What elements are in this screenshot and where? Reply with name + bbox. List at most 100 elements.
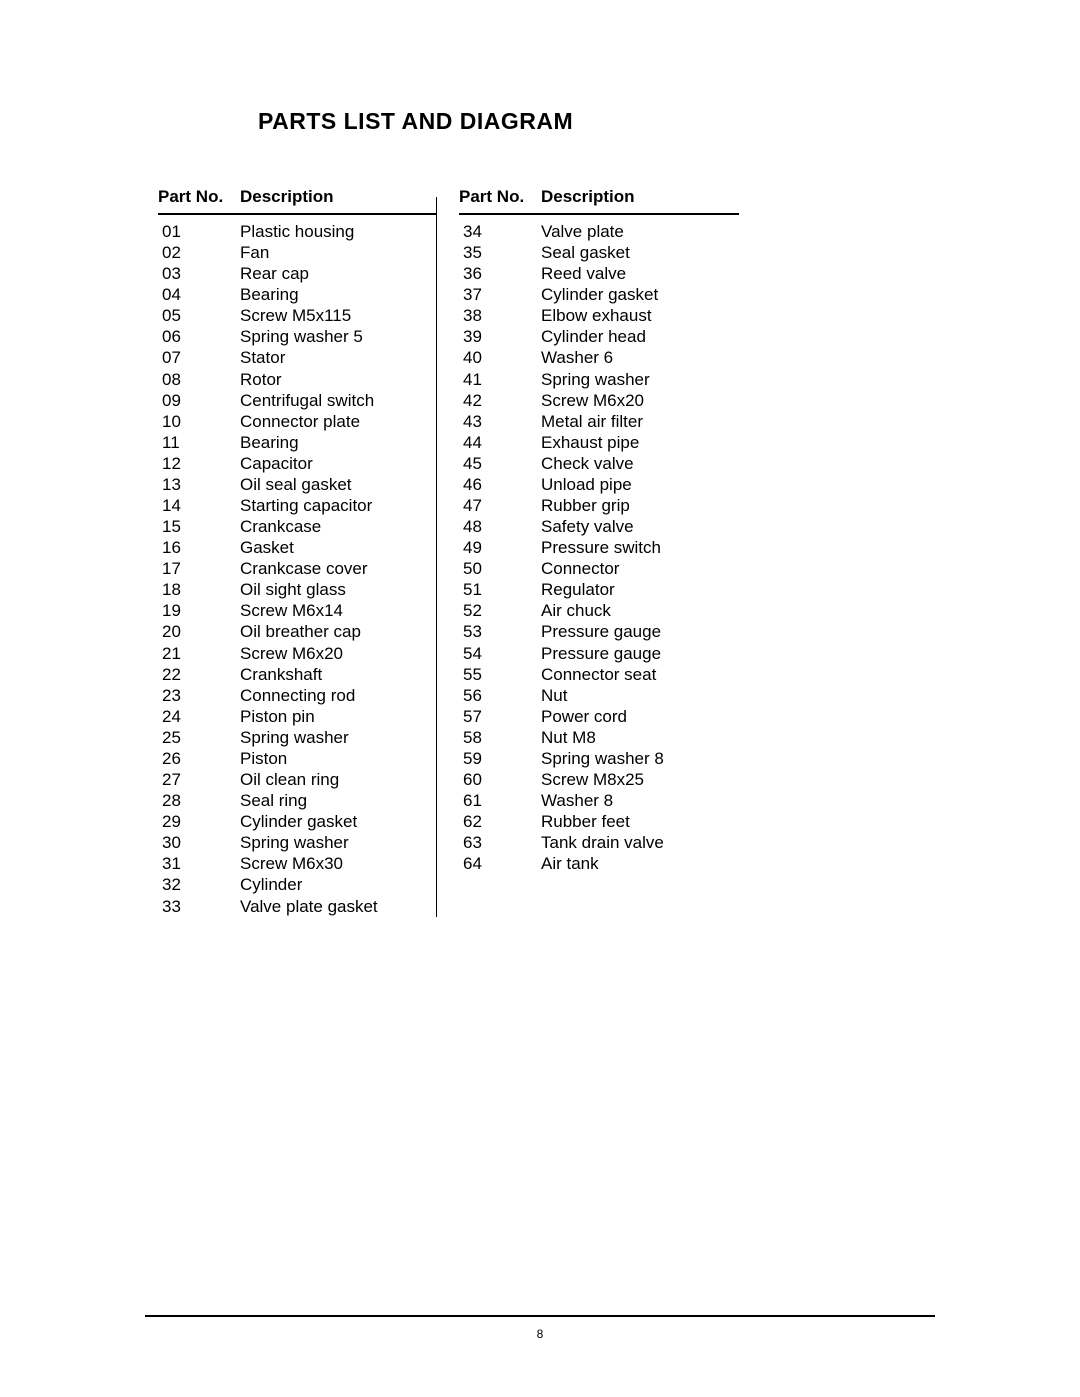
part-description: Connector bbox=[541, 558, 739, 579]
part-description: Spring washer bbox=[240, 832, 436, 853]
part-number: 44 bbox=[459, 432, 541, 453]
part-number: 07 bbox=[158, 347, 240, 368]
part-description: Gasket bbox=[240, 537, 436, 558]
table-row: 35Seal gasket bbox=[459, 242, 739, 263]
table-row: 17Crankcase cover bbox=[158, 558, 436, 579]
table-row: 32Cylinder bbox=[158, 874, 436, 895]
part-number: 01 bbox=[158, 221, 240, 242]
part-description: Spring washer 8 bbox=[541, 748, 739, 769]
part-number: 40 bbox=[459, 347, 541, 368]
part-number: 43 bbox=[459, 411, 541, 432]
table-row: 24Piston pin bbox=[158, 706, 436, 727]
table-row: 14Starting capacitor bbox=[158, 495, 436, 516]
part-number: 47 bbox=[459, 495, 541, 516]
part-number: 45 bbox=[459, 453, 541, 474]
part-description: Tank drain valve bbox=[541, 832, 739, 853]
part-number: 41 bbox=[459, 369, 541, 390]
table-row: 06Spring washer 5 bbox=[158, 326, 436, 347]
part-description: Crankshaft bbox=[240, 664, 436, 685]
part-description: Air tank bbox=[541, 853, 739, 874]
part-description: Centrifugal switch bbox=[240, 390, 436, 411]
part-number: 21 bbox=[158, 643, 240, 664]
table-row: 27Oil clean ring bbox=[158, 769, 436, 790]
part-number: 62 bbox=[459, 811, 541, 832]
part-description: Capacitor bbox=[240, 453, 436, 474]
part-description: Oil clean ring bbox=[240, 769, 436, 790]
table-row: 02Fan bbox=[158, 242, 436, 263]
part-number: 12 bbox=[158, 453, 240, 474]
part-number: 03 bbox=[158, 263, 240, 284]
part-number: 42 bbox=[459, 390, 541, 411]
part-description: Washer 8 bbox=[541, 790, 739, 811]
part-number: 59 bbox=[459, 748, 541, 769]
part-number: 51 bbox=[459, 579, 541, 600]
table-row: 09Centrifugal switch bbox=[158, 390, 436, 411]
part-description: Seal ring bbox=[240, 790, 436, 811]
part-number: 53 bbox=[459, 621, 541, 642]
table-row: 19Screw M6x14 bbox=[158, 600, 436, 621]
part-description: Oil breather cap bbox=[240, 621, 436, 642]
part-number: 13 bbox=[158, 474, 240, 495]
part-description: Oil sight glass bbox=[240, 579, 436, 600]
part-number: 05 bbox=[158, 305, 240, 326]
table-row: 63Tank drain valve bbox=[459, 832, 739, 853]
part-description: Unload pipe bbox=[541, 474, 739, 495]
table-row: 41Spring washer bbox=[459, 369, 739, 390]
table-row: 15Crankcase bbox=[158, 516, 436, 537]
part-number: 48 bbox=[459, 516, 541, 537]
part-number: 33 bbox=[158, 896, 240, 917]
header-partno-left: Part No. bbox=[158, 187, 240, 207]
part-number: 25 bbox=[158, 727, 240, 748]
table-row: 30Spring washer bbox=[158, 832, 436, 853]
part-number: 15 bbox=[158, 516, 240, 537]
table-row: 48Safety valve bbox=[459, 516, 739, 537]
table-row: 55Connector seat bbox=[459, 664, 739, 685]
tables-container: Part No. Description 01Plastic housing02… bbox=[158, 187, 935, 917]
part-description: Screw M5x115 bbox=[240, 305, 436, 326]
part-number: 29 bbox=[158, 811, 240, 832]
part-number: 08 bbox=[158, 369, 240, 390]
part-number: 58 bbox=[459, 727, 541, 748]
part-number: 04 bbox=[158, 284, 240, 305]
table-row: 03Rear cap bbox=[158, 263, 436, 284]
part-number: 31 bbox=[158, 853, 240, 874]
part-description: Pressure gauge bbox=[541, 621, 739, 642]
part-number: 61 bbox=[459, 790, 541, 811]
table-header-left: Part No. Description bbox=[158, 187, 436, 215]
table-body-right: 34Valve plate35Seal gasket36Reed valve37… bbox=[459, 221, 739, 874]
table-row: 40Washer 6 bbox=[459, 347, 739, 368]
part-description: Elbow exhaust bbox=[541, 305, 739, 326]
part-description: Bearing bbox=[240, 432, 436, 453]
part-description: Nut bbox=[541, 685, 739, 706]
table-row: 54Pressure gauge bbox=[459, 643, 739, 664]
part-description: Pressure gauge bbox=[541, 643, 739, 664]
part-description: Starting capacitor bbox=[240, 495, 436, 516]
part-description: Spring washer 5 bbox=[240, 326, 436, 347]
part-description: Screw M6x20 bbox=[541, 390, 739, 411]
table-row: 38Elbow exhaust bbox=[459, 305, 739, 326]
part-description: Screw M8x25 bbox=[541, 769, 739, 790]
part-number: 28 bbox=[158, 790, 240, 811]
table-row: 37Cylinder gasket bbox=[459, 284, 739, 305]
table-row: 16Gasket bbox=[158, 537, 436, 558]
table-row: 11Bearing bbox=[158, 432, 436, 453]
table-row: 31Screw M6x30 bbox=[158, 853, 436, 874]
part-number: 30 bbox=[158, 832, 240, 853]
part-description: Piston bbox=[240, 748, 436, 769]
table-row: 34Valve plate bbox=[459, 221, 739, 242]
part-number: 09 bbox=[158, 390, 240, 411]
page-number: 8 bbox=[145, 1327, 935, 1341]
part-description: Air chuck bbox=[541, 600, 739, 621]
part-description: Cylinder gasket bbox=[240, 811, 436, 832]
part-description: Rotor bbox=[240, 369, 436, 390]
part-number: 34 bbox=[459, 221, 541, 242]
table-row: 45Check valve bbox=[459, 453, 739, 474]
footer-rule bbox=[145, 1315, 935, 1317]
part-description: Spring washer bbox=[541, 369, 739, 390]
part-description: Connector seat bbox=[541, 664, 739, 685]
table-row: 44Exhaust pipe bbox=[459, 432, 739, 453]
part-number: 35 bbox=[459, 242, 541, 263]
part-description: Screw M6x20 bbox=[240, 643, 436, 664]
column-divider bbox=[436, 197, 437, 917]
part-description: Connector plate bbox=[240, 411, 436, 432]
